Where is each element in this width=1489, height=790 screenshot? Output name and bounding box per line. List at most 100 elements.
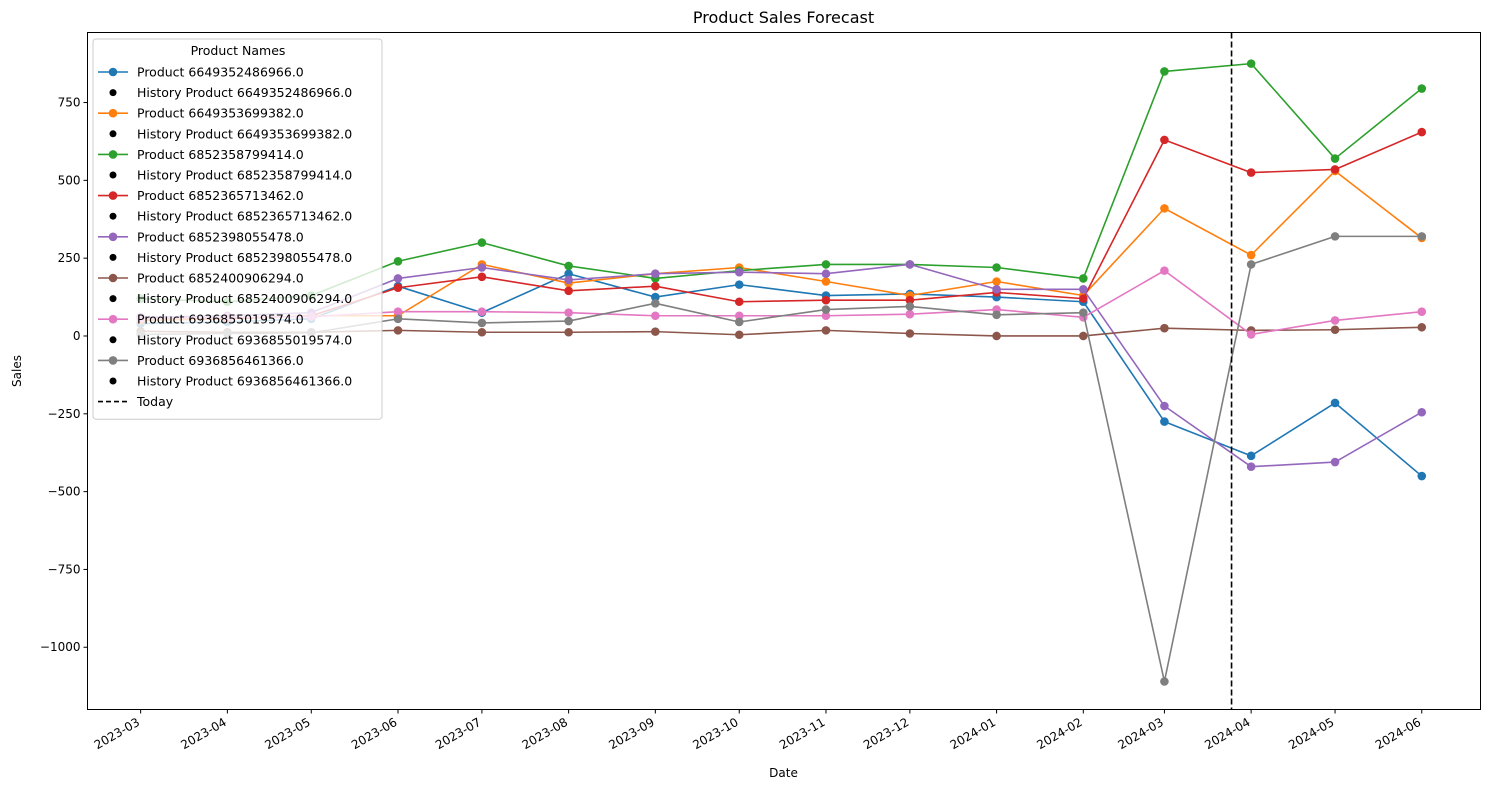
series-6-point bbox=[651, 327, 660, 336]
legend-marker bbox=[108, 356, 118, 365]
series-4-point bbox=[1417, 127, 1427, 137]
legend-dot-marker bbox=[109, 212, 117, 220]
legend-entry-label: Product 6852358799414.0 bbox=[137, 147, 304, 162]
series-4-point bbox=[1078, 294, 1088, 303]
series-3-point bbox=[992, 263, 1001, 272]
series-7-point bbox=[477, 307, 487, 317]
series-5-point bbox=[734, 267, 744, 277]
series-4-point bbox=[477, 272, 487, 282]
series-7-point bbox=[393, 307, 403, 317]
series-3-point bbox=[821, 260, 831, 269]
y-tick-label: 250 bbox=[58, 251, 81, 265]
series-7-point bbox=[1160, 266, 1169, 275]
series-8-point bbox=[1330, 232, 1340, 241]
y-tick-label: 500 bbox=[58, 173, 81, 187]
legend-entry-label: History Product 6649352486966.0 bbox=[137, 85, 352, 100]
series-6-point bbox=[1078, 331, 1088, 341]
legend-entry-label: History Product 6852358799414.0 bbox=[137, 168, 352, 183]
y-tick-label: −1000 bbox=[40, 640, 81, 654]
legend-entry-label: History Product 6936855019574.0 bbox=[137, 332, 352, 347]
series-8-point bbox=[1417, 232, 1427, 241]
legend-entry-label: Product 6936856461366.0 bbox=[137, 353, 304, 368]
chart-title: Product Sales Forecast bbox=[693, 8, 874, 27]
series-8-point bbox=[1078, 308, 1088, 317]
series-4-point bbox=[905, 295, 915, 305]
series-8-point bbox=[905, 302, 915, 311]
series-8-point bbox=[821, 305, 831, 314]
series-5-point bbox=[1160, 401, 1169, 411]
series-5-point bbox=[651, 269, 660, 279]
series-3-point bbox=[477, 238, 487, 247]
series-3-point bbox=[1330, 154, 1340, 163]
series-6-point bbox=[1417, 322, 1427, 332]
series-4-point bbox=[1160, 135, 1169, 145]
series-6-point bbox=[905, 329, 915, 338]
series-6-point bbox=[1330, 325, 1340, 335]
series-6-point bbox=[1160, 323, 1169, 333]
series-1-point bbox=[651, 292, 660, 302]
y-axis-title: Sales bbox=[10, 355, 24, 387]
series-1-point bbox=[1417, 471, 1427, 481]
legend-marker bbox=[108, 150, 118, 159]
series-4-point bbox=[734, 297, 744, 307]
legend-dot-marker bbox=[109, 295, 117, 303]
series-1-point bbox=[1160, 417, 1169, 426]
legend-marker bbox=[108, 108, 118, 118]
legend-entry-label: History Product 6852398055478.0 bbox=[137, 250, 352, 265]
legend-marker bbox=[108, 67, 118, 77]
series-6-point bbox=[734, 330, 744, 340]
series-5-point bbox=[1417, 407, 1427, 417]
series-6-point bbox=[992, 331, 1001, 341]
series-3-point bbox=[1078, 274, 1088, 283]
series-5-point bbox=[1246, 462, 1256, 472]
series-3-point bbox=[1417, 84, 1427, 93]
legend-dot-marker bbox=[109, 130, 117, 138]
series-4-point bbox=[651, 281, 660, 291]
series-6-point bbox=[477, 327, 487, 337]
series-7-point bbox=[1246, 330, 1256, 339]
series-7-point bbox=[651, 311, 660, 321]
series-7-point bbox=[905, 309, 915, 319]
series-8-point bbox=[1246, 260, 1256, 269]
series-5-point bbox=[821, 269, 831, 279]
series-6-point bbox=[564, 327, 573, 337]
legend-entry-label: History Product 6649353699382.0 bbox=[137, 126, 352, 141]
series-2-point bbox=[1246, 250, 1256, 260]
legend-dot-marker bbox=[109, 171, 117, 179]
series-7-point bbox=[1417, 307, 1427, 317]
series-2-point bbox=[1160, 204, 1169, 213]
legend-entry-label: Product 6936855019574.0 bbox=[137, 312, 304, 327]
series-8-point bbox=[477, 318, 487, 328]
y-tick-label: −750 bbox=[48, 562, 81, 576]
legend-marker bbox=[108, 273, 118, 283]
series-2-point bbox=[992, 277, 1001, 286]
series-3-point bbox=[393, 256, 403, 266]
legend-entry-label: Product 6852398055478.0 bbox=[137, 229, 304, 244]
series-8-point bbox=[393, 314, 403, 324]
legend-dot-marker bbox=[109, 336, 117, 344]
series-5-point bbox=[477, 263, 487, 272]
series-8-point bbox=[564, 316, 573, 326]
legend-box bbox=[92, 38, 383, 420]
series-8-point bbox=[651, 299, 660, 308]
legend-marker bbox=[108, 314, 118, 324]
series-7-point bbox=[564, 308, 573, 317]
legend-marker bbox=[108, 191, 118, 200]
series-4-point bbox=[564, 286, 573, 296]
series-4-point bbox=[821, 295, 831, 305]
series-5-point bbox=[1078, 284, 1088, 294]
y-tick-label: 0 bbox=[73, 329, 81, 343]
series-3-point bbox=[1160, 67, 1169, 76]
series-3-point bbox=[1246, 59, 1256, 68]
legend-entry-label: Product 6649352486966.0 bbox=[137, 65, 304, 80]
legend-entry-label: History Product 6936856461366.0 bbox=[137, 374, 352, 389]
legend-entry-label: Product 6649353699382.0 bbox=[137, 106, 304, 121]
series-7-point bbox=[1330, 316, 1340, 325]
series-7-point bbox=[821, 311, 831, 321]
series-2-point bbox=[821, 277, 831, 286]
series-5-point bbox=[393, 274, 403, 283]
legend: Product Names Product 6649352486966.0 Hist… bbox=[92, 38, 383, 420]
legend-entry-label: Product 6852365713462.0 bbox=[137, 188, 304, 203]
y-tick-label: −250 bbox=[48, 407, 81, 421]
